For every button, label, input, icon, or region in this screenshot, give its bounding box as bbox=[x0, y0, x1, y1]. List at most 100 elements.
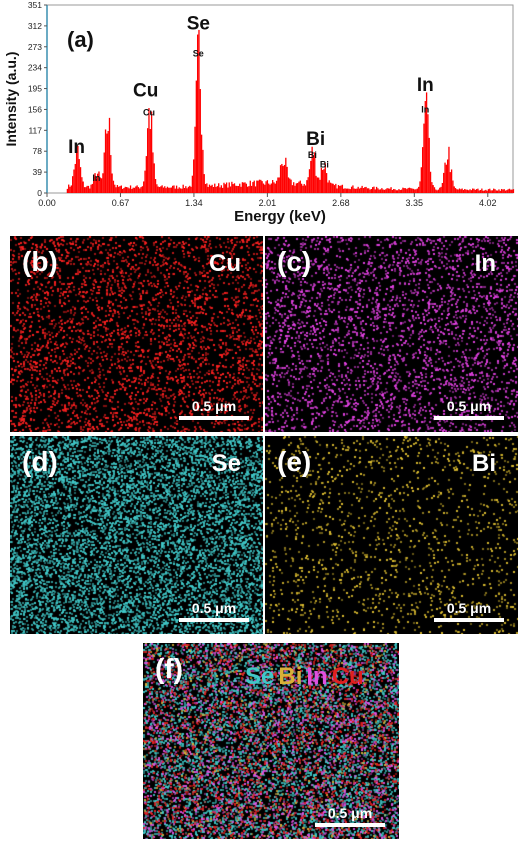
spectrum-bar bbox=[348, 188, 350, 193]
spectrum-bar bbox=[428, 137, 430, 193]
spectrum-bar bbox=[418, 186, 420, 193]
spectrum-bar bbox=[287, 177, 290, 193]
spectrum-bar bbox=[249, 180, 251, 193]
spectrum-bar bbox=[168, 187, 170, 193]
map-se-pixels bbox=[10, 436, 263, 634]
spectrum-bar bbox=[381, 188, 383, 193]
spectrum-bar bbox=[257, 180, 259, 193]
spectrum-bar bbox=[118, 186, 120, 193]
spectrum-bar bbox=[115, 187, 117, 193]
spectrum-bar bbox=[406, 189, 408, 193]
spectrum-bar bbox=[260, 179, 262, 193]
spectrum-bar bbox=[336, 188, 338, 193]
x-tick-label: 1.34 bbox=[185, 198, 203, 208]
x-tick-label: 0.67 bbox=[112, 198, 130, 208]
spectrum-bar bbox=[86, 185, 88, 193]
spectrum-bar bbox=[360, 187, 362, 193]
spectrum-bar bbox=[171, 185, 174, 193]
spectrum-bar bbox=[440, 186, 442, 193]
spectrum-bar bbox=[94, 173, 96, 193]
spectrum-bar bbox=[136, 185, 138, 193]
spectrum-bar bbox=[462, 190, 465, 193]
spectrum-bar bbox=[319, 179, 321, 193]
map-in-panel: (c) In 0.5 μm bbox=[265, 236, 518, 432]
spectrum-bar bbox=[148, 108, 150, 193]
spectrum-bar bbox=[277, 177, 279, 193]
spectrum-bar bbox=[228, 182, 230, 193]
spectrum-bar bbox=[344, 188, 346, 193]
spectrum-bar bbox=[143, 181, 145, 193]
spectrum-bar bbox=[179, 188, 182, 193]
spectrum-bar bbox=[83, 187, 86, 193]
spectrum-bar bbox=[469, 189, 471, 193]
spectrum-bar bbox=[466, 189, 469, 193]
y-tick-label: 273 bbox=[28, 42, 42, 52]
spectrum-bar bbox=[481, 188, 483, 193]
peak-label: In bbox=[421, 105, 429, 115]
spectrum-bar bbox=[144, 170, 146, 193]
spectrum-bar bbox=[157, 186, 159, 193]
spectrum-bar bbox=[407, 187, 409, 193]
spectrum-bar bbox=[293, 182, 295, 193]
spectrum-bar bbox=[315, 175, 317, 193]
spectrum-bar bbox=[158, 187, 161, 193]
spectrum-bar bbox=[183, 188, 186, 193]
spectrum-bar bbox=[477, 188, 479, 193]
spectrum-bar bbox=[403, 188, 405, 193]
spectrum-bar bbox=[385, 189, 387, 193]
spectrum-bar bbox=[102, 173, 104, 193]
spectrum-bar bbox=[345, 188, 347, 193]
spectrum-bar bbox=[365, 186, 367, 193]
spectrum-bar bbox=[178, 187, 180, 193]
spectrum-bar bbox=[237, 185, 240, 193]
peak-label: In bbox=[417, 75, 434, 96]
peak-label: Bi bbox=[320, 159, 329, 169]
spectrum-bar bbox=[152, 152, 154, 193]
spectrum-bar bbox=[66, 188, 69, 193]
spectrum-bar bbox=[470, 190, 472, 193]
scale-bar: 0.5 μm bbox=[434, 600, 504, 622]
spectrum-bar bbox=[390, 187, 392, 193]
y-tick-label: 351 bbox=[28, 0, 42, 10]
panel-label: (b) bbox=[22, 246, 58, 277]
spectrum-bar bbox=[458, 188, 461, 193]
spectrum-bar bbox=[468, 190, 470, 193]
spectrum-bar bbox=[473, 188, 475, 193]
spectrum-bar bbox=[114, 184, 116, 193]
spectrum-bar bbox=[146, 128, 149, 193]
element-label: Bi bbox=[472, 450, 496, 477]
map-in-pixels bbox=[265, 236, 518, 432]
spectrum-bar bbox=[174, 188, 176, 193]
spectrum-bar bbox=[308, 169, 311, 193]
spectrum-bar bbox=[241, 182, 244, 193]
legend-bi: Bi bbox=[278, 663, 303, 690]
y-tick-label: 78 bbox=[33, 146, 43, 156]
spectrum-bar bbox=[464, 188, 466, 193]
spectrum-bar bbox=[106, 133, 108, 193]
spectrum-bar bbox=[212, 187, 215, 193]
spectrum-bar bbox=[290, 179, 292, 193]
spectrum-bar bbox=[233, 183, 236, 193]
spectrum-bar bbox=[512, 189, 515, 193]
spectrum-bar bbox=[70, 185, 72, 193]
spectrum-bar bbox=[196, 34, 199, 194]
spectrum-bar bbox=[173, 185, 175, 193]
spectrum-bar bbox=[110, 155, 112, 193]
spectrum-bar bbox=[162, 187, 165, 193]
spectrum-bar bbox=[374, 189, 376, 193]
spectrum-bar bbox=[123, 188, 125, 193]
spectrum-bar bbox=[156, 184, 158, 193]
spectrum-bar bbox=[268, 183, 270, 193]
spectrum-bar bbox=[207, 186, 209, 193]
spectrum-bar bbox=[307, 177, 309, 193]
spectrum-bar bbox=[337, 185, 340, 193]
spectrum-bar bbox=[485, 189, 487, 193]
spectrum-bar bbox=[137, 187, 140, 193]
spectrum-bar bbox=[339, 185, 341, 193]
spectrum-bar bbox=[169, 187, 171, 193]
spectrum-bar bbox=[361, 185, 363, 193]
spectrum-bar bbox=[402, 187, 404, 193]
spectrum-bar bbox=[112, 180, 115, 193]
spectrum-bar bbox=[235, 185, 237, 193]
spectrum-bar bbox=[421, 147, 424, 193]
